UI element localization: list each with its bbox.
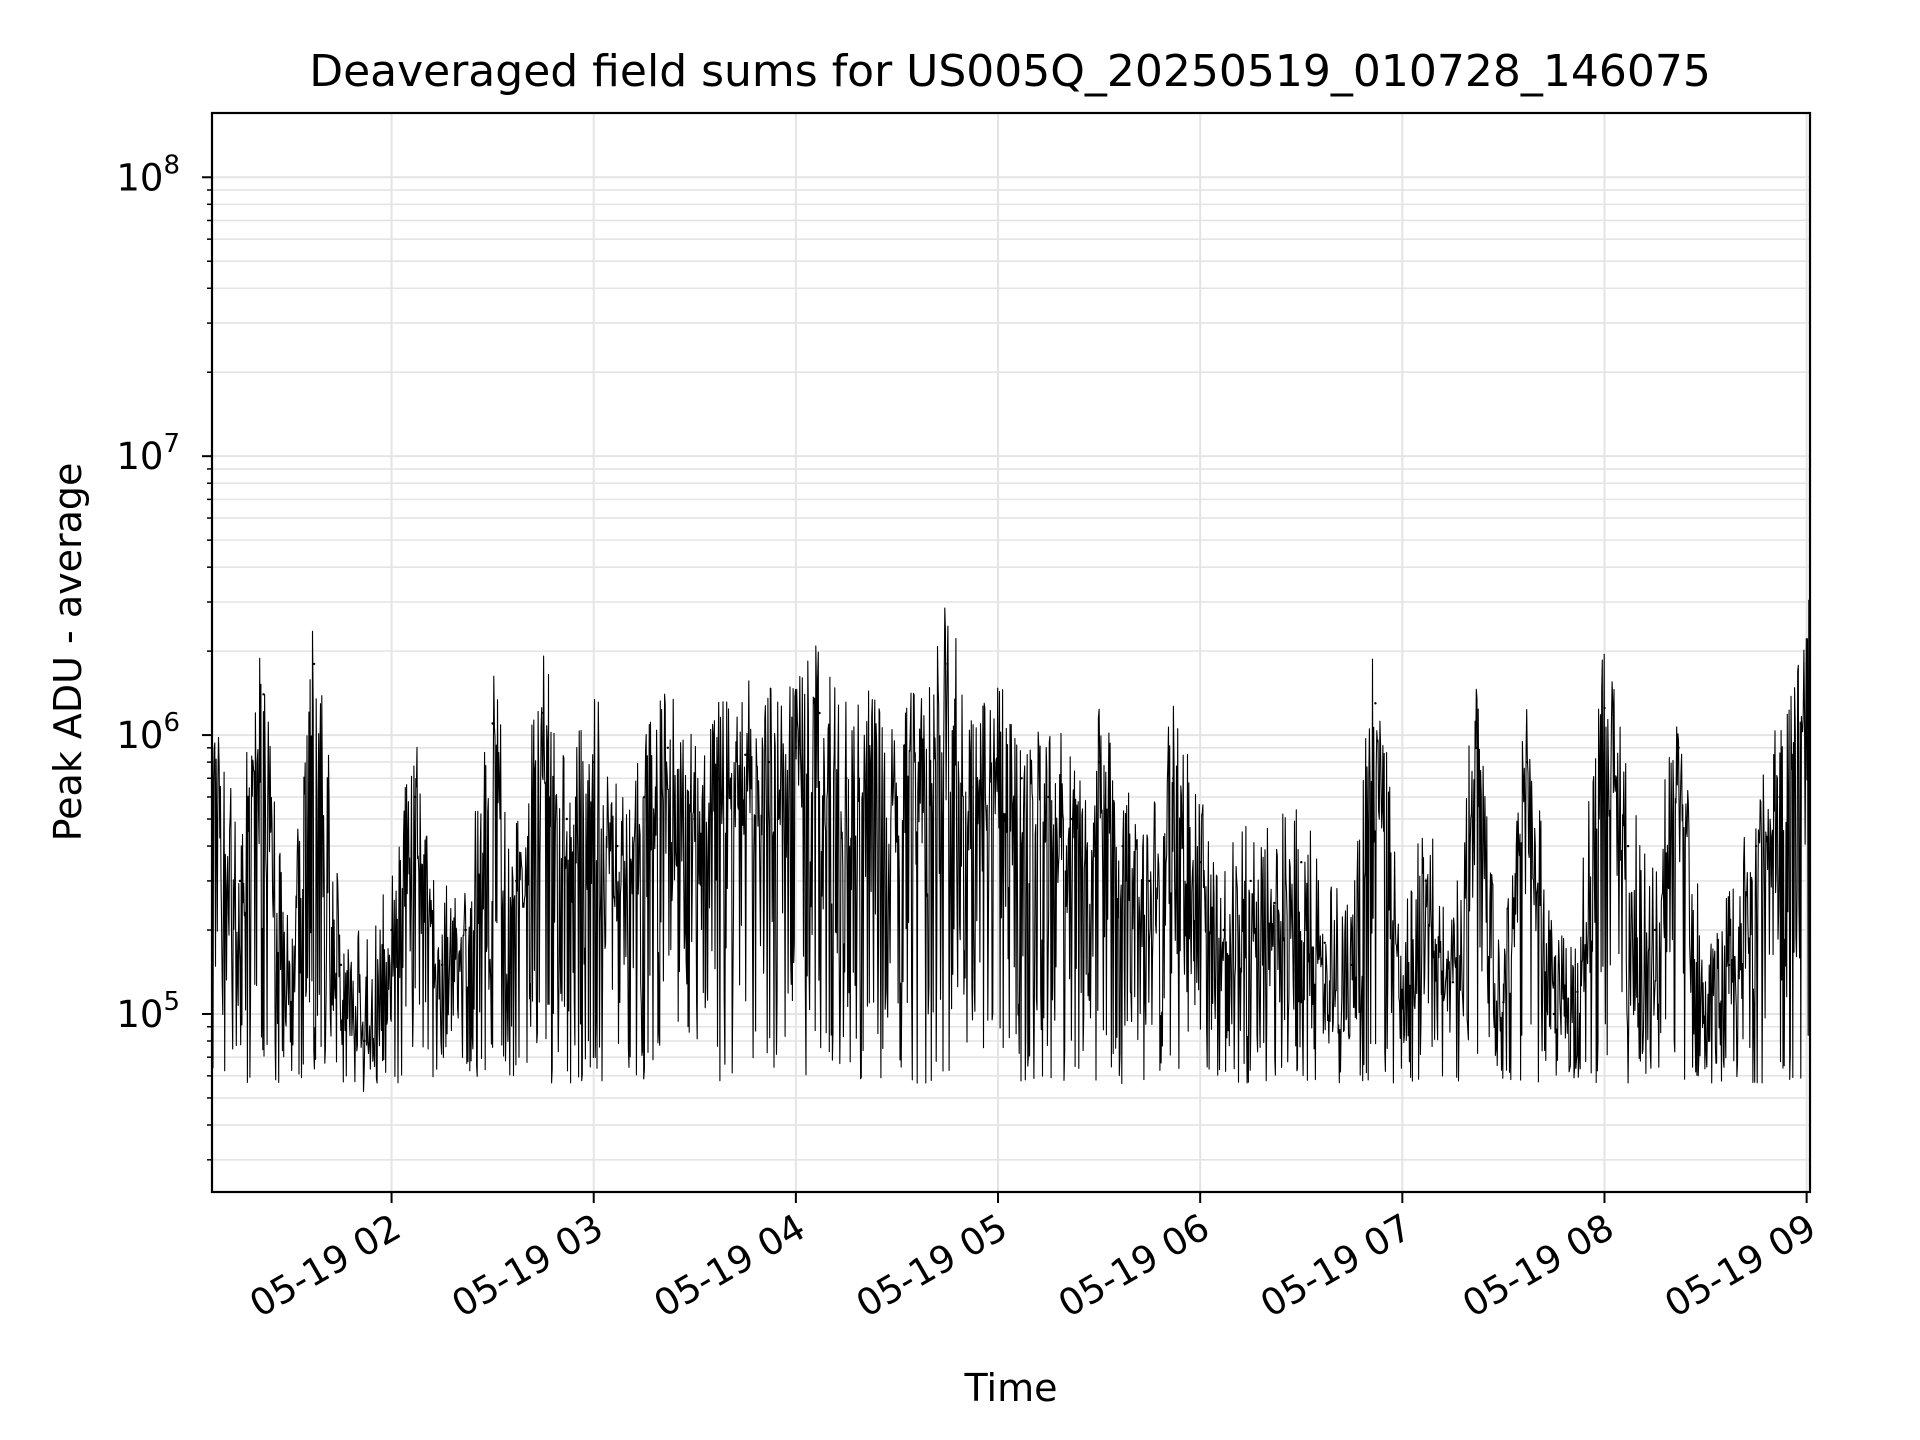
data-point [440,963,444,967]
data-point [1222,928,1226,932]
data-point [1350,963,1354,967]
y-axis-label: Peak ADU - average [46,463,90,842]
data-point [312,662,316,666]
data-point [1249,879,1252,883]
data-point [390,928,393,932]
data-point [693,817,696,821]
data-point [238,879,242,883]
data-point [1727,963,1731,967]
data-point [1805,662,1808,666]
data-point [1576,990,1579,994]
data-point [363,1039,366,1043]
data-point [542,711,545,715]
data-point [289,1012,292,1016]
data-point [1754,844,1758,848]
data-point [1273,901,1276,905]
data-point [794,746,798,749]
data-point [1677,746,1680,749]
data-point [464,928,467,932]
data-point [1401,990,1404,994]
data-point [1475,746,1478,749]
data-point [1172,777,1175,780]
y-tick-label: 108 [116,150,180,199]
data-point [946,662,949,666]
data-point [1097,760,1101,764]
data-point [211,777,215,780]
data-point [1374,702,1377,705]
y-axis-ticks: 105 106 107 108 [116,150,213,1161]
data-point [592,760,595,764]
data-point [1626,844,1630,848]
plot-area-frame [210,111,1812,1194]
data-point [1778,795,1781,799]
data-point [262,693,265,696]
data-point [744,753,747,756]
data-point [339,963,343,967]
series-points [211,662,1808,1043]
data-point [895,795,899,799]
data-point [1451,981,1455,984]
series-line-detail [213,599,1810,1092]
chart-title: Deaveraged field sums for US005Q_2025051… [309,46,1711,97]
data-point [868,760,872,764]
data-point [969,786,973,789]
data-point [1300,861,1303,864]
data-point [1525,760,1529,764]
data-point [1047,795,1050,799]
data-point [515,879,518,883]
data-point [767,760,771,764]
data-point [1603,706,1606,710]
data-point [616,844,619,848]
y-tick-label: 106 [116,708,180,757]
data-point [1424,879,1428,883]
x-axis-label: Time [964,1366,1058,1410]
data-point [1070,817,1074,821]
data-point [919,746,922,749]
data-point [1502,1001,1505,1004]
data-point [845,777,848,780]
data-point [491,722,494,725]
data-point [1653,928,1657,932]
data-point [1704,1039,1707,1043]
data-point [996,753,1000,756]
data-point [666,746,669,749]
data-point [1148,879,1151,883]
y-tick-label: 105 [116,987,180,1036]
data-point [565,817,568,821]
data-point [414,795,417,799]
data-point [1552,1012,1556,1016]
data-point [818,711,821,715]
y-tick-label: 107 [116,429,180,478]
data-point [1323,941,1327,944]
data-point [1121,844,1124,848]
data-point [717,777,720,780]
data-point [1199,861,1202,864]
data-point [1020,777,1023,780]
data-point [643,795,646,799]
